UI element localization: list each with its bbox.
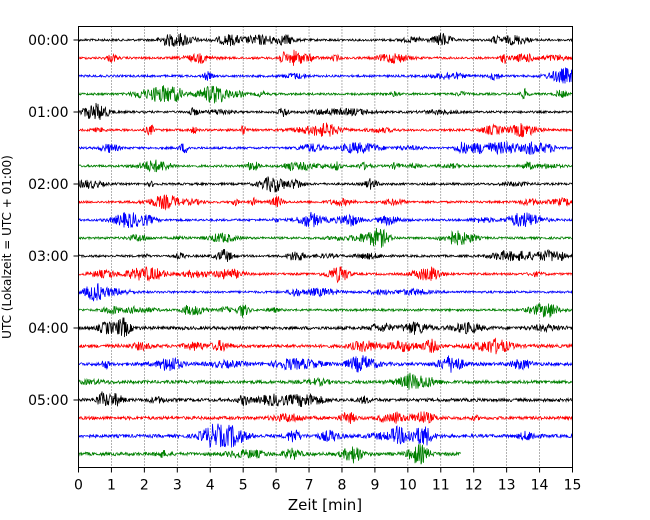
y-tick-label: 05:00 xyxy=(28,393,68,409)
trace-row xyxy=(78,194,573,211)
x-axis-ticks: 0 1 2 3 4 5 6 7 8 9 10 11 12 13 14 15 xyxy=(74,467,582,494)
x-tick-label: 14 xyxy=(531,478,549,494)
trace-row xyxy=(78,141,573,156)
trace-row xyxy=(78,443,461,465)
trace-row xyxy=(78,159,573,173)
x-tick-label: 3 xyxy=(173,478,182,494)
x-tick-label: 12 xyxy=(465,478,483,494)
trace-row xyxy=(78,337,573,355)
y-tick-label: 03:00 xyxy=(28,249,68,265)
trace-row xyxy=(78,423,573,449)
y-tick-label: 02:00 xyxy=(28,177,68,193)
plot-frame xyxy=(78,26,573,468)
y-axis-label: UTC (Lokalzeit = UTC + 01:00) xyxy=(0,155,14,339)
trace-row xyxy=(78,266,573,284)
x-tick-label: 5 xyxy=(239,478,248,494)
x-tick-label: 13 xyxy=(498,478,516,494)
y-tick-label: 00:00 xyxy=(28,33,68,49)
x-tick-label: 4 xyxy=(206,478,215,494)
trace-row xyxy=(78,122,573,138)
trace-row xyxy=(78,302,573,318)
trace-row xyxy=(78,33,573,47)
trace-row xyxy=(78,85,573,104)
trace-row xyxy=(78,176,573,193)
x-tick-label: 11 xyxy=(432,478,450,494)
trace-row xyxy=(78,355,573,373)
trace-row xyxy=(78,102,573,120)
x-tick-label: 8 xyxy=(338,478,347,494)
trace-row xyxy=(78,372,573,390)
x-tick-label: 1 xyxy=(107,478,116,494)
y-tick-label: 04:00 xyxy=(28,321,68,337)
trace-row xyxy=(78,411,573,425)
y-tick-label: 01:00 xyxy=(28,105,68,121)
trace-row xyxy=(78,211,573,229)
seismic-traces xyxy=(78,33,573,465)
x-axis-label: Zeit [min] xyxy=(288,496,362,514)
trace-row xyxy=(78,67,573,84)
x-tick-label: 0 xyxy=(74,478,83,494)
trace-row xyxy=(78,227,573,248)
x-tick-label: 9 xyxy=(370,478,379,494)
y-axis-ticks: 00:00 01:00 02:00 03:00 04:00 05:00 xyxy=(28,33,79,409)
x-tick-label: 15 xyxy=(564,478,582,494)
trace-row xyxy=(78,49,573,66)
trace-row xyxy=(78,317,573,338)
x-tick-label: 6 xyxy=(272,478,281,494)
x-tick-label: 7 xyxy=(305,478,314,494)
trace-row xyxy=(78,283,573,302)
trace-row xyxy=(78,249,573,262)
x-tick-label: 2 xyxy=(140,478,149,494)
x-tick-label: 10 xyxy=(399,478,417,494)
trace-row xyxy=(78,391,573,407)
